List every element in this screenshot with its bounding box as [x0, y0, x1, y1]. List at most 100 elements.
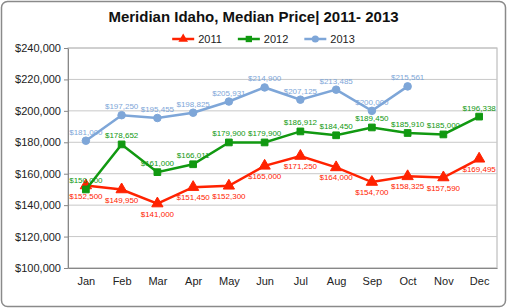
data-label: $200,000	[355, 98, 389, 107]
grid-line	[68, 142, 497, 143]
y-tick-mark	[64, 205, 68, 206]
data-label: $165,000	[248, 172, 282, 181]
grid-line	[68, 268, 497, 269]
grid-line	[68, 236, 497, 237]
data-label: $158,325	[391, 182, 425, 191]
data-label: $161,000	[141, 159, 175, 168]
x-tick: Oct	[400, 275, 417, 287]
data-label: $198,825	[176, 100, 210, 109]
plot-area	[68, 48, 497, 268]
series-marker	[189, 109, 197, 117]
legend-marker	[178, 33, 188, 41]
series-marker	[404, 130, 411, 137]
series-marker	[297, 128, 304, 135]
data-label: $150,000	[69, 176, 103, 185]
data-label: $164,000	[319, 173, 353, 182]
series-marker	[369, 124, 376, 131]
y-tick-mark	[64, 142, 68, 143]
x-tick: Nov	[434, 275, 454, 287]
x-tick: May	[219, 275, 240, 287]
y-tick-label: $220,000	[15, 73, 61, 85]
series-marker	[476, 113, 483, 120]
data-label: $205,931	[212, 89, 246, 98]
series-marker	[118, 141, 125, 148]
legend: 2011 2012 2013	[172, 33, 355, 45]
y-axis-line	[68, 49, 69, 269]
x-tick-label: Aug	[327, 275, 347, 287]
chart: Meridian Idaho, Median Price| 2011- 2013…	[0, 0, 507, 308]
x-axis: JanFebMarAprMayJunJulAugSepOctNovDec	[69, 269, 498, 287]
series-marker	[223, 179, 234, 189]
y-tick: $240,000	[15, 42, 68, 54]
series-marker	[154, 114, 162, 122]
series-marker	[332, 86, 340, 94]
data-label: $152,300	[212, 192, 246, 201]
series-marker	[295, 150, 306, 160]
data-label: $166,011	[177, 151, 210, 160]
x-tick: Dec	[470, 275, 490, 287]
x-tick-label: Jul	[294, 275, 308, 287]
data-label: $186,912	[284, 118, 318, 127]
grid-line	[68, 79, 497, 80]
data-label: $154,700	[355, 188, 389, 197]
grid-line	[68, 173, 497, 174]
x-tick: Jan	[78, 275, 96, 287]
x-tick-label: Feb	[113, 275, 132, 287]
grid	[68, 48, 497, 268]
y-tick-label: $160,000	[15, 168, 61, 180]
x-tick-label: May	[219, 275, 240, 287]
y-tick: $160,000	[15, 168, 68, 180]
series-marker	[261, 139, 268, 146]
y-tick: $200,000	[15, 105, 68, 117]
y-tick-mark	[64, 48, 68, 49]
series-marker	[190, 161, 197, 168]
y-tick-label: $200,000	[15, 105, 61, 117]
series-marker	[82, 137, 90, 145]
data-label: $197,250	[105, 102, 139, 111]
series-marker	[152, 197, 163, 207]
y-tick: $120,000	[15, 231, 68, 243]
y-tick: $140,000	[15, 199, 68, 211]
x-tick-label: Jan	[78, 275, 96, 287]
legend-label: 2011	[198, 33, 222, 45]
series-marker	[440, 131, 447, 138]
x-tick: Aug	[327, 275, 347, 287]
x-tick: Apr	[185, 275, 202, 287]
data-label: $141,000	[141, 210, 175, 219]
y-tick-label: $120,000	[15, 231, 61, 243]
series-marker	[473, 152, 484, 162]
marks	[80, 83, 485, 207]
data-label: $214,900	[248, 74, 282, 83]
y-tick: $220,000	[15, 73, 68, 85]
data-label: $185,000	[427, 121, 461, 130]
series-marker	[366, 176, 377, 186]
data-label: $207,125	[284, 87, 318, 96]
data-label: $157,590	[427, 184, 461, 193]
grid-line	[68, 205, 497, 206]
series-marker	[226, 139, 233, 146]
legend-item: 2011	[172, 33, 222, 45]
series-line	[86, 86, 408, 140]
y-tick-label: $240,000	[15, 42, 61, 54]
series-line	[86, 156, 479, 204]
data-label: $169,495	[462, 165, 496, 174]
legend-item: 2013	[304, 33, 354, 45]
legend-label: 2013	[330, 33, 354, 45]
series-marker	[404, 83, 412, 91]
y-tick-mark	[64, 79, 68, 80]
x-tick-label: Dec	[470, 275, 490, 287]
y-tick-label: $180,000	[15, 136, 61, 148]
legend-marker	[246, 36, 252, 42]
legend-label: 2012	[264, 33, 288, 45]
x-axis-line	[69, 268, 498, 269]
x-tick-label: Mar	[148, 275, 167, 287]
data-label: $181,000	[69, 128, 103, 137]
series-marker	[259, 159, 270, 169]
series-marker	[438, 171, 449, 181]
data-label: $151,450	[176, 193, 210, 202]
series-line	[86, 117, 479, 190]
y-tick-label: $100,000	[15, 262, 61, 274]
series-marker	[402, 170, 413, 180]
data-label: $185,910	[391, 120, 425, 129]
data-label: $184,450	[319, 122, 353, 131]
